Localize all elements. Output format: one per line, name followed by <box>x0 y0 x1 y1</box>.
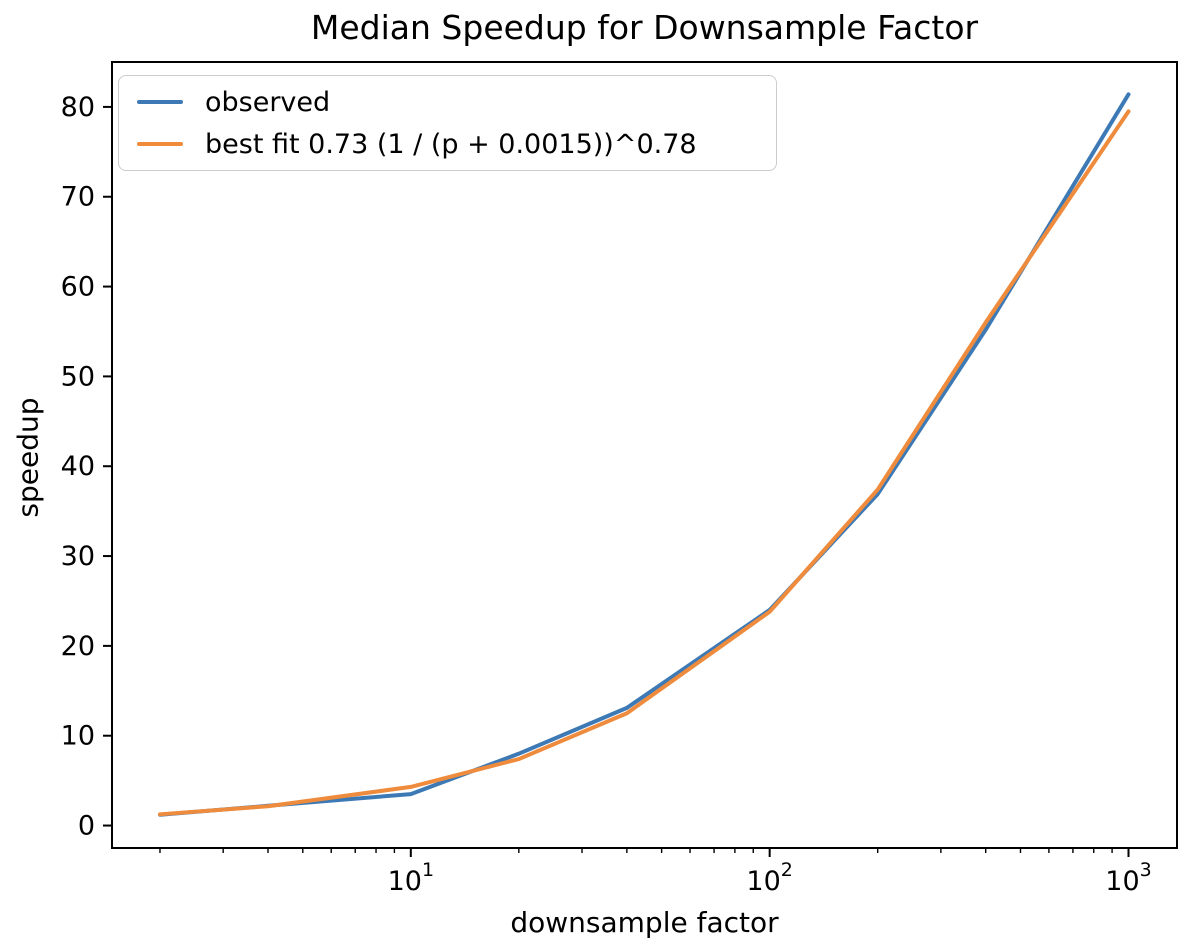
y-tick-label: 10 <box>61 721 95 752</box>
legend: observed best fit 0.73 (1 / (p + 0.0015)… <box>118 75 777 171</box>
y-tick-label: 40 <box>61 451 95 482</box>
series-line-observed <box>157 92 1131 817</box>
y-tick-label: 0 <box>78 811 95 842</box>
y-tick-label: 30 <box>61 541 95 572</box>
legend-line-sample-observed <box>137 99 183 105</box>
y-tick-label: 50 <box>61 361 95 392</box>
x-tick-label: 102 <box>746 859 792 897</box>
legend-label-observed: observed <box>205 86 331 118</box>
legend-entry-best-fit: best fit 0.73 (1 / (p + 0.0015))^0.78 <box>119 124 776 164</box>
plot-spines <box>111 61 1178 849</box>
y-tick-label: 20 <box>61 631 95 662</box>
y-tick-label: 60 <box>61 272 95 303</box>
y-tick-label: 70 <box>61 182 95 213</box>
x-tick-label: 103 <box>1105 859 1151 897</box>
series-line-best-fit <box>157 109 1131 817</box>
legend-entry-observed: observed <box>119 82 776 122</box>
y-axis-label: speedup <box>11 397 45 518</box>
legend-label-best-fit: best fit 0.73 (1 / (p + 0.0015))^0.78 <box>205 128 697 160</box>
legend-line-sample-best-fit <box>137 141 183 147</box>
x-tick-label: 101 <box>388 859 434 897</box>
y-tick-label: 80 <box>61 92 95 123</box>
chart-title: Median Speedup for Downsample Factor <box>310 8 979 47</box>
x-axis-label: downsample factor <box>510 906 779 939</box>
